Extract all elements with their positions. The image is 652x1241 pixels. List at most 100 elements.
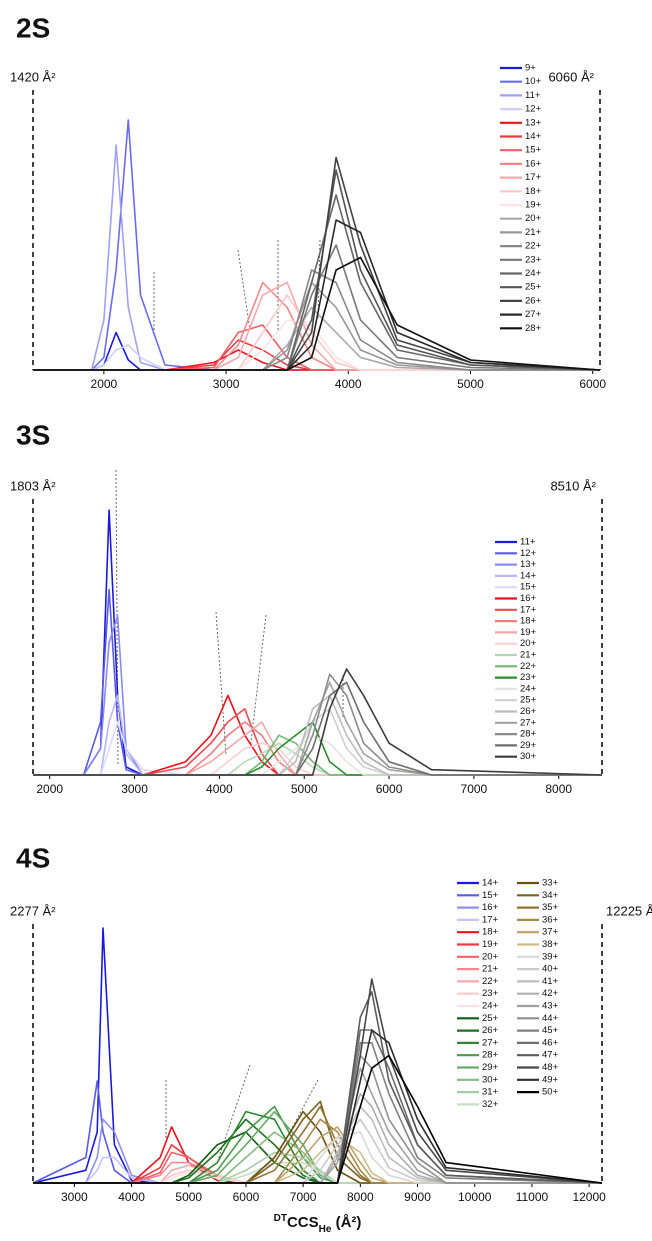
x-axis-title-part: (Å²) [331,1214,361,1231]
edge-label: 2277 Å² [10,903,56,918]
legend-label: 21+ [482,964,499,975]
x-tick-label: 5000 [457,377,484,391]
legend-label: 18+ [525,186,542,197]
x-tick-label: 11000 [516,1190,549,1204]
chart-title: 3S [16,419,50,450]
series-line [33,1029,603,1184]
series-line [33,194,601,371]
x-tick-label: 4000 [118,1190,145,1204]
legend-label: 22+ [525,241,542,252]
x-axis-title-part: He [319,1224,332,1235]
legend-label: 27+ [525,309,542,320]
legend-label: 9+ [525,63,536,74]
legend-label: 12+ [520,548,537,559]
x-tick-label: 12000 [572,1190,606,1204]
legend-label: 41+ [542,976,559,987]
legend-label: 14+ [520,570,537,581]
series-line [33,1144,602,1184]
chart-title: 2S [16,12,50,43]
legend-label: 36+ [542,914,559,925]
legend-label: 21+ [520,650,537,661]
legend-label: 23+ [482,988,499,999]
legend-label: 10+ [525,76,542,87]
legend-label: 34+ [542,890,559,901]
x-tick-label: 5000 [175,1190,202,1204]
legend-label: 18+ [482,927,499,938]
series-line [33,1054,602,1184]
x-axis-title: DTCCSHe (Å²) [274,1213,362,1235]
legend-label: 19+ [525,200,542,211]
x-tick-label: 6000 [233,1190,260,1204]
legend-label: 25+ [520,695,537,706]
x-tick-label: 2000 [36,782,63,796]
legend-label: 37+ [542,927,559,938]
edge-label: 12225 Å² [606,903,652,918]
legend-label: 14+ [482,878,499,889]
legend-label: 15+ [520,582,537,593]
legend-label: 25+ [482,1013,499,1024]
x-tick-label: 4000 [335,377,362,391]
legend-label: 16+ [520,593,537,604]
legend-label: 21+ [525,227,542,238]
x-tick-label: 3000 [61,1190,88,1204]
legend-label: 45+ [542,1025,559,1036]
legend-label: 15+ [525,145,542,156]
legend-label: 30+ [482,1074,499,1085]
legend-label: 22+ [482,976,499,987]
series-line [33,1054,603,1184]
legend-label: 47+ [542,1050,559,1061]
legend-label: 49+ [542,1074,559,1085]
legend-label: 46+ [542,1037,559,1048]
legend-label: 14+ [525,131,542,142]
x-tick-label: 7000 [290,1190,317,1204]
legend-label: 16+ [482,902,499,913]
legend-label: 50+ [542,1087,559,1098]
legend-label: 26+ [520,706,537,717]
x-tick-label: 2000 [91,377,118,391]
edge-label: 6060 Å² [548,69,594,84]
series-line [33,668,603,776]
x-axis-title-part: CCS [287,1214,319,1231]
legend-label: 29+ [482,1062,499,1073]
legend-label: 23+ [520,672,537,683]
legend-label: 24+ [520,683,537,694]
legend-label: 24+ [525,268,542,279]
x-tick-label: 5000 [291,782,318,796]
legend-label: 19+ [520,627,537,638]
legend-label: 39+ [542,951,559,962]
legend-label: 40+ [542,964,559,975]
x-tick-label: 6000 [376,782,403,796]
legend-label: 18+ [520,616,537,627]
legend-label: 15+ [482,890,499,901]
legend-label: 17+ [525,172,542,183]
edge-label: 1803 Å² [10,478,56,493]
legend-label: 25+ [525,282,542,293]
legend-label: 20+ [525,213,542,224]
legend-label: 32+ [482,1099,499,1110]
legend-label: 26+ [482,1025,499,1036]
legend-label: 19+ [482,939,499,950]
legend-label: 20+ [482,951,499,962]
x-tick-label: 3000 [213,377,240,391]
legend-label: 29+ [520,740,537,751]
legend-label: 11+ [520,537,536,548]
edge-label: 1420 Å² [10,69,56,84]
chart-title: 4S [16,842,50,873]
legend-label: 43+ [542,1001,559,1012]
legend-label: 48+ [542,1062,559,1073]
legend-label: 27+ [482,1037,499,1048]
legend-label: 20+ [520,638,537,649]
edge-label: 8510 Å² [550,478,596,493]
legend-label: 17+ [520,604,537,615]
legend-label: 13+ [525,117,542,128]
legend-label: 13+ [520,559,537,570]
series-line [32,927,602,1184]
legend-label: 38+ [542,939,559,950]
x-tick-label: 3000 [121,782,148,796]
legend-label: 11+ [525,90,541,101]
x-tick-label: 6000 [579,377,606,391]
legend-label: 17+ [482,914,499,925]
series-line [33,256,601,371]
legend-label: 23+ [525,254,542,265]
